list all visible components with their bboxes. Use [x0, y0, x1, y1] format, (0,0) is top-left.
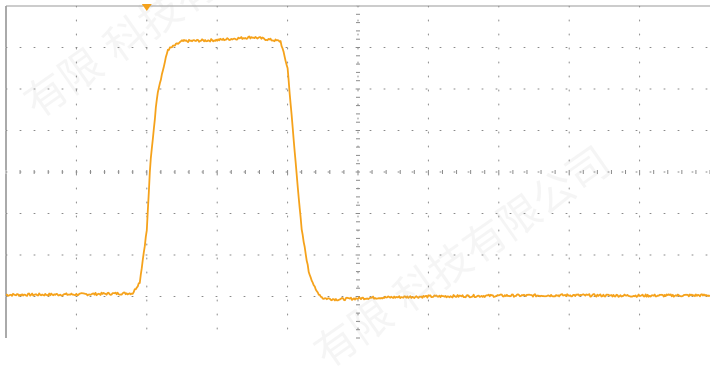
trace-layer — [5, 35, 710, 302]
graticule — [5, 5, 710, 339]
trigger-marker-icon — [141, 4, 152, 11]
waveform-plot — [5, 4, 710, 339]
marker-layer — [141, 4, 152, 11]
oscilloscope-display: 有限 科技有限公司 有限 科技有限公司 — [5, 0, 710, 378]
waveform-trace — [5, 35, 710, 302]
